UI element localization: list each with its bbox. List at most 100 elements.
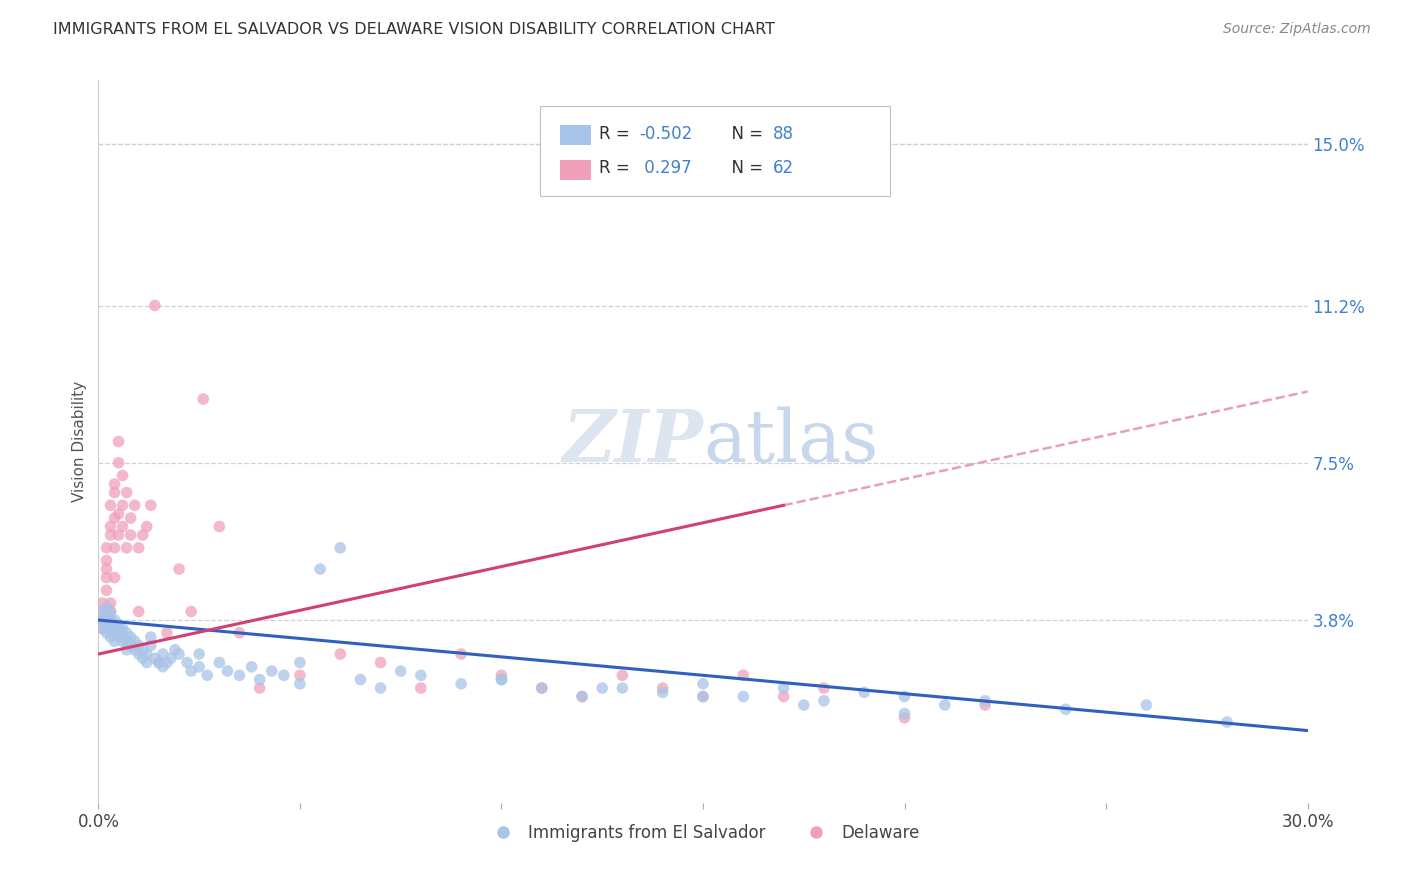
Point: [591, 681, 613, 695]
Point: [107, 434, 129, 449]
FancyBboxPatch shape: [561, 125, 591, 145]
Point: [491, 673, 513, 687]
Point: [208, 519, 231, 533]
Point: [128, 639, 150, 653]
Point: [91, 605, 114, 619]
Point: [571, 690, 593, 704]
Point: [143, 299, 166, 313]
Point: [91, 605, 114, 619]
Point: [103, 485, 125, 500]
Point: [100, 617, 122, 632]
Point: [124, 498, 146, 512]
Point: [692, 690, 714, 704]
Point: [107, 630, 129, 644]
Text: 0.297: 0.297: [638, 160, 692, 178]
Point: [115, 485, 138, 500]
Point: [115, 634, 138, 648]
Point: [1054, 702, 1077, 716]
Point: [100, 519, 122, 533]
Point: [409, 681, 432, 695]
Point: [273, 668, 295, 682]
Point: [96, 625, 118, 640]
Text: R =: R =: [599, 160, 636, 178]
Point: [100, 596, 122, 610]
Point: [111, 468, 134, 483]
Point: [974, 694, 997, 708]
Point: [249, 673, 271, 687]
Point: [148, 656, 170, 670]
Point: [91, 622, 114, 636]
Point: [100, 630, 122, 644]
Point: [409, 668, 432, 682]
Text: 62: 62: [773, 160, 794, 178]
Point: [120, 511, 142, 525]
Point: [228, 625, 250, 640]
Point: [692, 690, 714, 704]
Point: [107, 617, 129, 632]
Point: [156, 656, 179, 670]
Point: [103, 622, 125, 636]
Point: [111, 498, 134, 512]
Point: [96, 570, 118, 584]
Point: [96, 617, 118, 632]
Point: [176, 656, 198, 670]
Point: [249, 681, 271, 695]
Point: [893, 711, 915, 725]
Point: [651, 681, 673, 695]
Point: [128, 647, 150, 661]
Point: [139, 630, 162, 644]
Point: [530, 681, 553, 695]
Point: [115, 541, 138, 555]
Point: [132, 642, 155, 657]
Point: [612, 668, 634, 682]
Point: [934, 698, 956, 712]
Point: [100, 613, 122, 627]
Point: [103, 613, 125, 627]
Point: [893, 690, 915, 704]
Point: [612, 681, 634, 695]
Point: [91, 613, 114, 627]
Point: [193, 392, 215, 406]
Point: [167, 647, 190, 661]
Point: [260, 664, 283, 678]
Point: [349, 673, 371, 687]
Text: N =: N =: [721, 160, 769, 178]
Point: [974, 698, 997, 712]
Point: [772, 690, 794, 704]
Point: [103, 511, 125, 525]
Point: [107, 528, 129, 542]
Point: [571, 690, 593, 704]
Point: [208, 656, 231, 670]
Point: [111, 519, 134, 533]
Point: [100, 498, 122, 512]
Point: [139, 498, 162, 512]
Point: [853, 685, 876, 699]
Point: [111, 622, 134, 636]
Point: [96, 541, 118, 555]
Point: [132, 528, 155, 542]
Point: [288, 656, 311, 670]
Point: [1216, 714, 1239, 729]
Point: [180, 664, 202, 678]
Point: [389, 664, 412, 678]
Point: [180, 605, 202, 619]
Point: [91, 596, 114, 610]
Point: [450, 647, 472, 661]
Point: [103, 541, 125, 555]
Text: ZIP: ZIP: [562, 406, 703, 477]
Point: [163, 642, 186, 657]
Point: [107, 622, 129, 636]
Point: [530, 681, 553, 695]
Point: [160, 651, 183, 665]
Point: [128, 541, 150, 555]
Point: [96, 562, 118, 576]
Point: [135, 647, 157, 661]
Point: [107, 507, 129, 521]
Point: [135, 656, 157, 670]
FancyBboxPatch shape: [540, 105, 890, 196]
Point: [733, 668, 755, 682]
Point: [370, 656, 392, 670]
Point: [96, 583, 118, 598]
Point: [217, 664, 239, 678]
Point: [893, 706, 915, 721]
